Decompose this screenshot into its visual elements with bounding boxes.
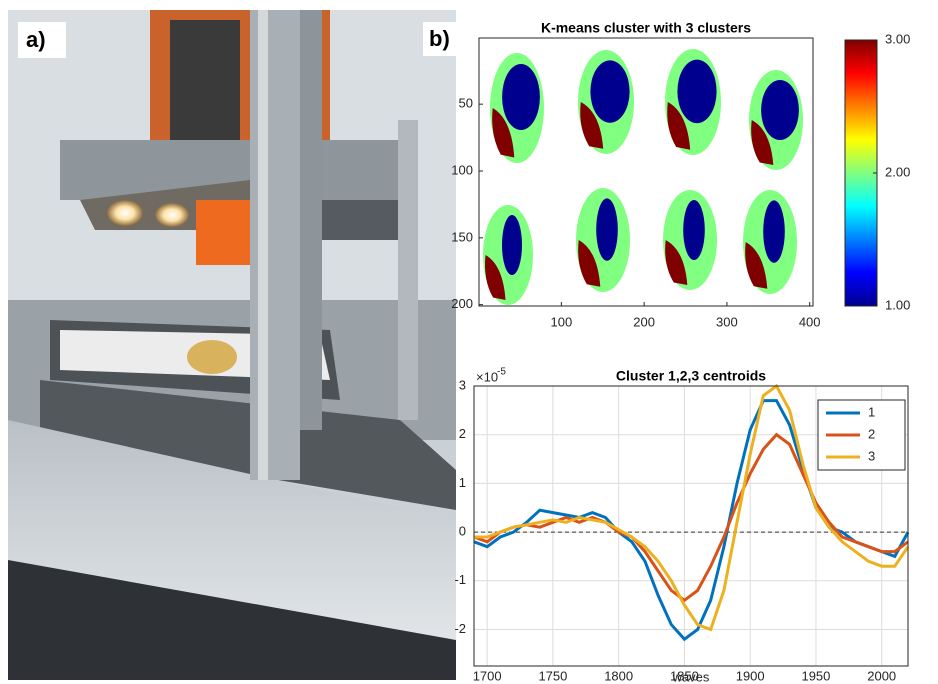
y-tick-label: 50	[459, 96, 473, 111]
cluster-blob	[483, 205, 533, 305]
cluster-blob	[743, 190, 797, 294]
x-tick-label: 300	[716, 314, 738, 329]
x-tick-label: 1700	[473, 668, 502, 683]
cluster-blob	[663, 190, 717, 290]
y-tick-label: 150	[451, 229, 473, 244]
panel-label: b)	[429, 26, 450, 51]
colorbar-tick-label: 2.00	[885, 164, 910, 179]
x-tick-label: 1750	[538, 668, 567, 683]
y-tick-label: 100	[451, 162, 473, 177]
cluster-region	[665, 240, 688, 285]
x-tick-label: 100	[551, 314, 573, 329]
cluster-region	[667, 102, 691, 150]
cluster-region	[677, 59, 717, 124]
cluster-region	[485, 255, 506, 300]
x-tick-label: 200	[633, 314, 655, 329]
y-tick-label: 1	[459, 475, 466, 490]
x-axis-label: waves	[672, 669, 710, 684]
chart-title: K-means cluster with 3 clusters	[541, 20, 751, 36]
y-tick-label: 200	[451, 296, 473, 311]
y-tick-label: -2	[454, 621, 466, 636]
axes-box	[478, 37, 814, 307]
x-tick-label: 400	[799, 314, 821, 329]
cluster-blob	[578, 50, 634, 154]
y-exponent-base: ×10	[476, 369, 498, 384]
y-tick-label: 0	[459, 524, 466, 539]
x-tick-label: 1900	[736, 668, 765, 683]
panel-label-box	[423, 22, 463, 56]
cluster-blob	[490, 53, 544, 163]
cluster-region	[761, 80, 799, 140]
cluster-region	[763, 200, 785, 263]
y-tick-label: 2	[459, 426, 466, 441]
x-tick-label: 1850	[670, 668, 699, 683]
cluster-blob	[749, 70, 803, 170]
chart-title: Cluster 1,2,3 centroids	[616, 368, 766, 384]
cluster-region	[580, 102, 604, 149]
axes-box	[473, 385, 909, 667]
colorbar-tick-label: 1.00	[885, 297, 910, 312]
legend-label: 2	[868, 426, 875, 441]
data-line	[473, 432, 909, 603]
cluster-blob	[665, 49, 721, 155]
colorbar-tick-label: 3.00	[885, 31, 910, 46]
data-line	[474, 383, 910, 632]
cluster-region	[502, 64, 540, 130]
legend-label: 1	[868, 404, 875, 419]
colorbar	[844, 39, 878, 307]
y-exponent-power: -5	[497, 367, 506, 378]
x-tick-label: 1800	[604, 668, 633, 683]
photo	[8, 10, 456, 680]
x-tick-label: 2000	[867, 668, 896, 683]
cluster-region	[596, 198, 618, 261]
cluster-region	[751, 120, 774, 165]
cluster-region	[745, 242, 768, 289]
panel-label: a)	[26, 27, 46, 52]
cluster-blob	[576, 188, 630, 292]
cluster-region	[590, 60, 630, 123]
cluster-region	[502, 215, 522, 275]
cluster-region	[683, 200, 705, 260]
y-tick-label: -1	[454, 572, 466, 587]
cluster-region	[492, 108, 515, 158]
x-tick-label: 1950	[801, 668, 830, 683]
y-tick-label: 3	[459, 377, 466, 392]
cluster-region	[578, 240, 601, 287]
legend-label: 3	[868, 448, 875, 463]
